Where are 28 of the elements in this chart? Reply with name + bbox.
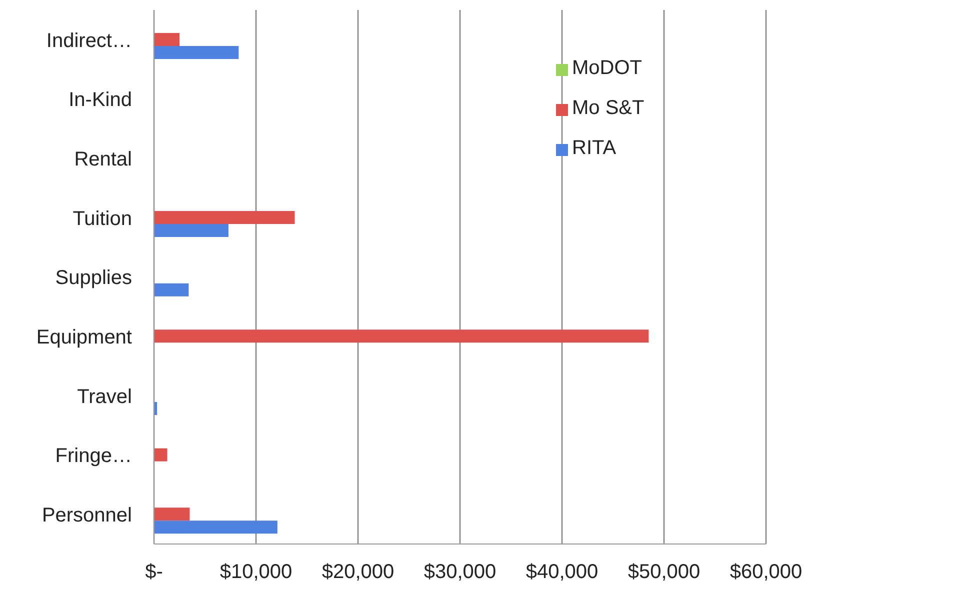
- legend-label: RITA: [572, 137, 616, 159]
- x-tick-label: $60,000: [730, 561, 802, 584]
- x-tick-label: $-: [145, 561, 163, 584]
- x-tick-label: $20,000: [322, 561, 394, 584]
- y-tick-label: Indirect…: [46, 30, 132, 52]
- bar: [154, 448, 168, 462]
- bar: [154, 508, 190, 521]
- legend-label: MoDOT: [572, 57, 642, 79]
- bar: [154, 224, 228, 237]
- bar: [154, 46, 239, 59]
- y-tick-label: Rental: [74, 148, 132, 170]
- bar: [154, 283, 189, 296]
- x-tick-label: $10,000: [220, 561, 292, 584]
- y-tick-label: Equipment: [36, 326, 132, 348]
- bar: [154, 33, 180, 46]
- legend-label: Mo S&T: [572, 97, 644, 119]
- y-tick-label: In-Kind: [68, 89, 132, 112]
- bar: [154, 520, 278, 534]
- y-tick-label: Supplies: [55, 267, 132, 290]
- y-tick-label: Personnel: [42, 504, 132, 526]
- y-tick-label: Tuition: [72, 208, 132, 230]
- y-tick-label: Fringe…: [55, 445, 132, 468]
- y-tick-label: Travel: [77, 386, 132, 408]
- x-tick-label: $40,000: [526, 561, 598, 584]
- x-tick-label: $30,000: [424, 561, 496, 584]
- bar: [154, 211, 295, 224]
- x-tick-label: $50,000: [628, 561, 700, 584]
- bar: [154, 330, 649, 343]
